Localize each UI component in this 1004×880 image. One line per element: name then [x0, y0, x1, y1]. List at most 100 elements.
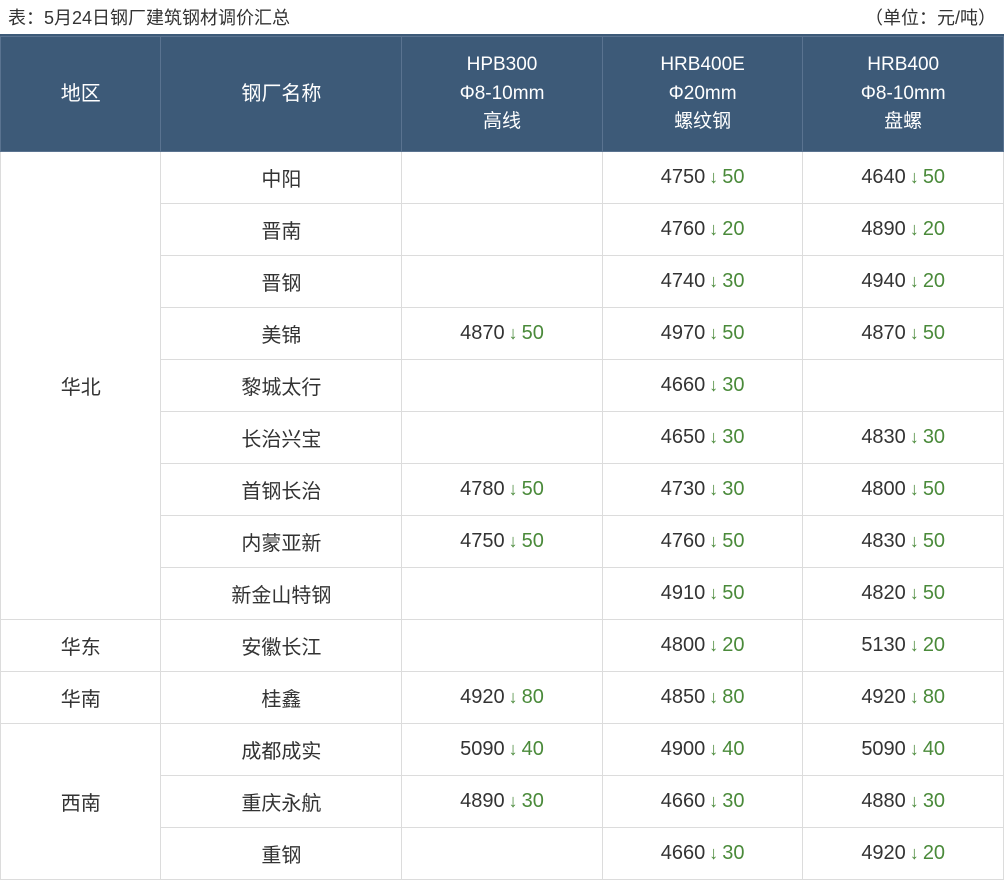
- mill-cell: 晋南: [161, 203, 402, 255]
- price-delta: 30: [923, 426, 945, 449]
- price-delta: 50: [923, 166, 945, 189]
- down-arrow-icon: ↓: [509, 687, 518, 708]
- price-delta: 30: [722, 842, 744, 865]
- title-left: 表：5月24日钢厂建筑钢材调价汇总: [8, 4, 290, 30]
- down-arrow-icon: ↓: [709, 531, 718, 552]
- down-arrow-icon: ↓: [910, 323, 919, 344]
- price-delta: 20: [923, 634, 945, 657]
- down-arrow-icon: ↓: [910, 479, 919, 500]
- table-row: 西南成都成实5090↓404900↓405090↓40: [1, 723, 1004, 775]
- down-arrow-icon: ↓: [709, 479, 718, 500]
- col-p1-l1: HPB300: [408, 51, 596, 80]
- price-cell-p3: 4830↓50: [803, 515, 1004, 567]
- price-number: 4880: [861, 790, 906, 813]
- down-arrow-icon: ↓: [910, 219, 919, 240]
- price-delta: 30: [722, 478, 744, 501]
- title-bar: 表：5月24日钢厂建筑钢材调价汇总 （单位：元/吨）: [0, 0, 1004, 36]
- price-cell-p3: 4830↓30: [803, 411, 1004, 463]
- col-p2-l3: 螺纹钢: [609, 108, 797, 137]
- col-mill: 钢厂名称: [161, 37, 402, 152]
- price-delta: 20: [923, 842, 945, 865]
- price-value: 4760↓50: [661, 530, 745, 553]
- price-number: 4780: [460, 478, 505, 501]
- mill-cell: 长治兴宝: [161, 411, 402, 463]
- price-number: 4900: [661, 738, 706, 761]
- col-p2-l2: Φ20mm: [609, 80, 797, 109]
- price-number: 4660: [661, 790, 706, 813]
- price-cell-p3: 4890↓20: [803, 203, 1004, 255]
- price-delta: 50: [522, 530, 544, 553]
- price-cell-p2: 4740↓30: [602, 255, 803, 307]
- price-delta: 80: [722, 686, 744, 709]
- down-arrow-icon: ↓: [509, 479, 518, 500]
- price-cell-p1: [402, 255, 603, 307]
- down-arrow-icon: ↓: [910, 167, 919, 188]
- price-number: 4910: [661, 582, 706, 605]
- price-number: 4970: [661, 322, 706, 345]
- price-delta: 40: [722, 738, 744, 761]
- price-number: 4650: [661, 426, 706, 449]
- price-delta: 80: [522, 686, 544, 709]
- price-cell-p3: 4870↓50: [803, 307, 1004, 359]
- down-arrow-icon: ↓: [910, 739, 919, 760]
- price-number: 4920: [861, 686, 906, 709]
- down-arrow-icon: ↓: [910, 843, 919, 864]
- price-number: 4760: [661, 530, 706, 553]
- price-number: 4660: [661, 374, 706, 397]
- price-delta: 50: [522, 478, 544, 501]
- down-arrow-icon: ↓: [709, 167, 718, 188]
- price-value: 5090↓40: [861, 738, 945, 761]
- down-arrow-icon: ↓: [709, 427, 718, 448]
- mill-cell: 重庆永航: [161, 775, 402, 827]
- down-arrow-icon: ↓: [709, 739, 718, 760]
- down-arrow-icon: ↓: [509, 739, 518, 760]
- down-arrow-icon: ↓: [509, 323, 518, 344]
- price-delta: 40: [522, 738, 544, 761]
- price-number: 4870: [861, 322, 906, 345]
- price-cell-p3: 4920↓20: [803, 827, 1004, 879]
- down-arrow-icon: ↓: [709, 219, 718, 240]
- price-delta: 50: [923, 478, 945, 501]
- region-cell: 华南: [1, 671, 161, 723]
- down-arrow-icon: ↓: [709, 791, 718, 812]
- price-value: 4780↓50: [460, 478, 544, 501]
- price-value: 4660↓30: [661, 790, 745, 813]
- mill-cell: 黎城太行: [161, 359, 402, 411]
- region-cell: 西南: [1, 723, 161, 879]
- price-delta: 20: [923, 270, 945, 293]
- down-arrow-icon: ↓: [709, 843, 718, 864]
- price-cell-p2: 4650↓30: [602, 411, 803, 463]
- col-p2-l1: HRB400E: [609, 51, 797, 80]
- price-delta: 50: [923, 530, 945, 553]
- price-number: 4750: [460, 530, 505, 553]
- price-number: 4740: [661, 270, 706, 293]
- price-number: 4800: [861, 478, 906, 501]
- mill-cell: 中阳: [161, 151, 402, 203]
- price-value: 4920↓80: [460, 686, 544, 709]
- price-number: 5130: [861, 634, 906, 657]
- price-number: 4890: [861, 218, 906, 241]
- price-delta: 50: [923, 582, 945, 605]
- price-value: 4920↓20: [861, 842, 945, 865]
- mill-cell: 美锦: [161, 307, 402, 359]
- down-arrow-icon: ↓: [910, 427, 919, 448]
- price-value: 4870↓50: [460, 322, 544, 345]
- price-delta: 30: [722, 790, 744, 813]
- down-arrow-icon: ↓: [509, 791, 518, 812]
- col-p1-l2: Φ8-10mm: [408, 80, 596, 109]
- price-value: 4850↓80: [661, 686, 745, 709]
- price-cell-p1: [402, 567, 603, 619]
- price-cell-p1: 5090↓40: [402, 723, 603, 775]
- price-value: 4830↓30: [861, 426, 945, 449]
- header-row: 地区 钢厂名称 HPB300 Φ8-10mm 高线 HRB400E Φ20mm …: [1, 37, 1004, 152]
- price-delta: 20: [722, 634, 744, 657]
- down-arrow-icon: ↓: [910, 791, 919, 812]
- down-arrow-icon: ↓: [709, 375, 718, 396]
- price-number: 5090: [460, 738, 505, 761]
- mill-cell: 新金山特钢: [161, 567, 402, 619]
- price-delta: 20: [722, 218, 744, 241]
- price-table: 地区 钢厂名称 HPB300 Φ8-10mm 高线 HRB400E Φ20mm …: [0, 36, 1004, 880]
- price-cell-p2: 4730↓30: [602, 463, 803, 515]
- mill-cell: 成都成实: [161, 723, 402, 775]
- price-number: 4870: [460, 322, 505, 345]
